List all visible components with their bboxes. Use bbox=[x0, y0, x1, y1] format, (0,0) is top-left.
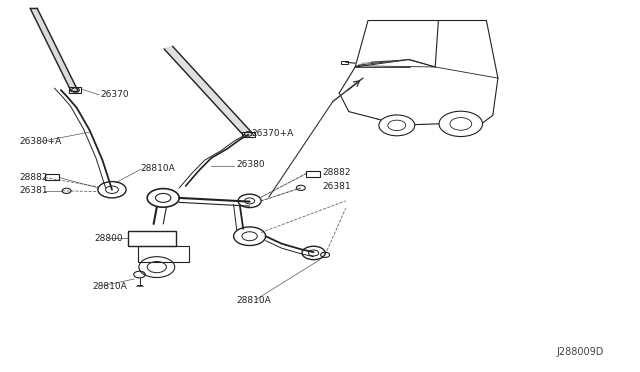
Text: 28800: 28800 bbox=[95, 234, 124, 243]
Text: 28882: 28882 bbox=[322, 169, 351, 177]
Text: J288009D: J288009D bbox=[557, 347, 604, 356]
Text: 26381: 26381 bbox=[19, 186, 48, 195]
Polygon shape bbox=[164, 46, 253, 136]
Text: 26380: 26380 bbox=[237, 160, 266, 169]
Circle shape bbox=[439, 111, 483, 137]
Text: 26370+A: 26370+A bbox=[251, 129, 293, 138]
Text: 28810A: 28810A bbox=[93, 282, 127, 291]
Bar bbox=[69, 87, 81, 93]
Text: 28882: 28882 bbox=[19, 173, 48, 182]
Bar bbox=[128, 231, 176, 246]
Text: 26380+A: 26380+A bbox=[19, 137, 61, 146]
Text: 26370: 26370 bbox=[100, 90, 129, 99]
Bar bbox=[306, 171, 320, 177]
Circle shape bbox=[379, 115, 415, 136]
Text: 28810A: 28810A bbox=[237, 296, 271, 305]
Bar bbox=[242, 132, 255, 137]
Text: 26381: 26381 bbox=[322, 182, 351, 191]
Bar bbox=[341, 61, 348, 64]
Text: 28810A: 28810A bbox=[141, 164, 175, 173]
Bar bbox=[138, 246, 189, 262]
Bar bbox=[45, 174, 59, 180]
Polygon shape bbox=[30, 8, 78, 91]
